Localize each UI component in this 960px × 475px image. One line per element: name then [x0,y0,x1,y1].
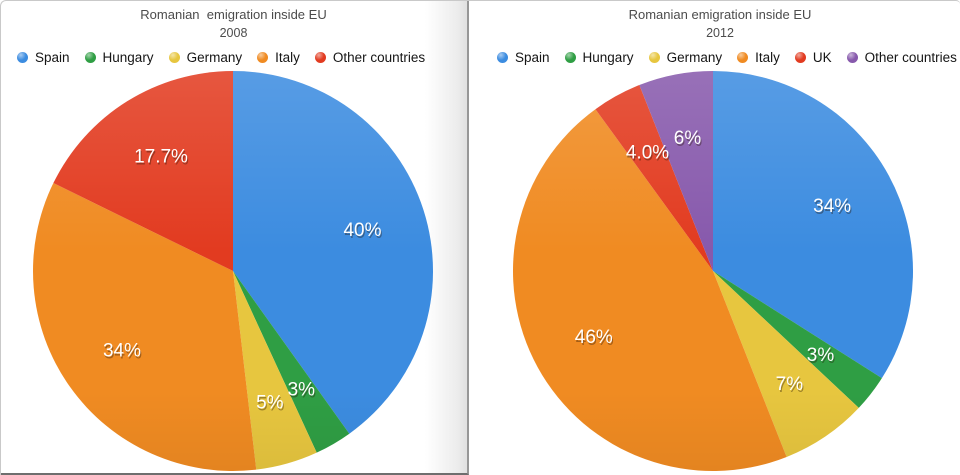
pie-sheen [513,71,913,471]
legend-label: Other countries [864,50,957,65]
chart-subtitle: 2012 [706,26,734,40]
pie-slice-label-italy: 34% [104,342,142,363]
legend-label: Hungary [582,50,634,65]
chart-title: Romanian emigration inside EU [140,7,327,22]
legend-label: Spain [35,50,70,65]
pie-slice-label-hungary: 3% [289,381,317,402]
pie-slice-label-italy: 46% [575,327,613,348]
pie-slice-label-italy: 46% [576,329,614,350]
pie-slice-label-hungary: 3% [808,347,836,368]
pie-sheen [33,71,433,471]
legend-label: Spain [515,50,550,65]
pie-chart-2008: 40%40%3%3%5%5%34%34%17.7%17.7% [33,70,434,471]
legend-dot-spain [17,52,28,63]
legend-label: Germany [666,50,723,65]
legend-item-italy: Italy [737,50,780,65]
pie-slice-label-germany: 7% [777,376,805,397]
legend-dot-italy [257,52,269,63]
legend-item-other-countries: Other countries [314,50,426,65]
legend-label: Italy [755,50,780,65]
pie-slice-label-spain: 40% [343,220,381,241]
pie-slice-label-uk: 4.0% [627,144,670,165]
pie-slice-label-hungary: 3% [288,379,316,400]
legend-dot-spain [497,52,508,63]
legend-item-hungary: Hungary [564,50,634,65]
pie-slice-label-italy: 34% [103,340,141,361]
pie-slice-label-germany: 5% [256,393,284,414]
pie-slice-label-germany: 7% [776,374,804,395]
legend-dot-italy [737,52,749,63]
pie-chart-2012: 34%34%3%3%7%7%46%46%4.0%4.0%6%6% [512,71,914,472]
pie-slice-label-other-countries: 6% [674,128,702,149]
pie-slice-label-spain: 34% [813,196,851,217]
chart-panel-2012: 34% 34% 3% 3% 7% 7% 46% 46% 4.0% 4.0% 6% 6% Romania… [480,0,960,475]
pie-slice-label-hungary: 3% [807,345,835,366]
legend-2008: Spain Hungary Germany Italy Other countries [0,50,467,65]
pie-slice-label-spain: 34% [814,198,852,219]
legend-label: Other countries [332,50,426,65]
legend-item-germany: Germany [168,50,243,65]
chart-panel-2008: 40% 40% 3% 3% 5% 5% 34% 34% 17.7% 17.7% Romanian … [0,0,469,475]
pie-slice-label-other-countries: 17.7% [135,148,189,169]
legend-dot-germany [168,52,180,63]
legend-dot-other-countries [314,52,326,63]
legend-2012: Spain Hungary Germany Italy UK Other countrie… [480,50,960,65]
legend-label: Italy [275,50,300,65]
legend-item-germany: Germany [648,50,723,65]
legend-dot-hungary [564,52,576,63]
legend-label: Hungary [102,50,154,65]
legend-item-other-countries: Other countries [846,50,957,65]
pie-slice-label-spain: 40% [344,222,382,243]
legend-item-spain: Spain [17,50,70,65]
legend-item-spain: Spain [497,50,550,65]
legend-item-italy: Italy [257,50,300,65]
legend-label: UK [812,50,832,65]
legend-dot-germany [648,52,660,63]
legend-dot-hungary [84,52,96,63]
legend-dot-other-countries [846,52,858,63]
legend-item-hungary: Hungary [84,50,154,65]
legend-dot-uk [794,52,806,63]
legend-label: Germany [186,50,243,65]
pie-slice-label-germany: 5% [257,395,285,416]
pie-slice-label-uk: 4.0% [626,142,669,163]
chart-title: Romanian emigration inside EU [628,7,812,22]
legend-item-uk: UK [794,50,832,65]
pie-slice-label-other-countries: 17.7% [134,146,188,167]
chart-subtitle: 2008 [219,26,248,40]
pie-slice-label-other-countries: 6% [675,130,703,151]
